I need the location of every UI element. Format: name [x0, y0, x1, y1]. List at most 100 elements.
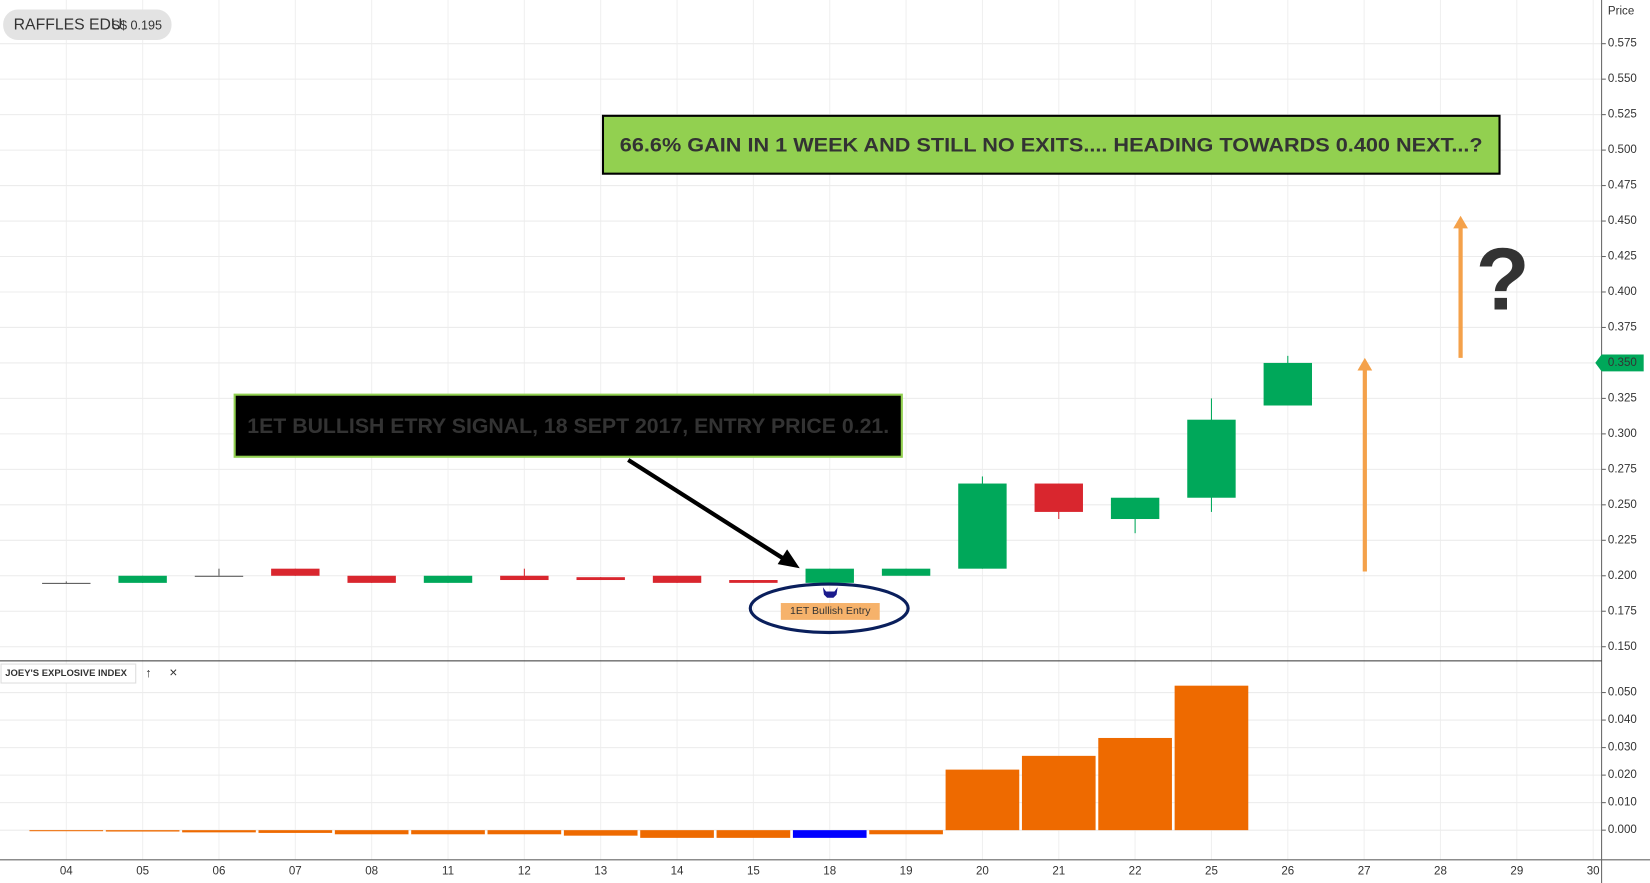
x-tick-label: 08 — [365, 865, 378, 877]
x-tick-label: 25 — [1205, 865, 1218, 877]
candle-body — [271, 568, 320, 576]
y-tick-label: 0.150 — [1608, 641, 1637, 653]
annotation: 1ET BULLISH ETRY SIGNAL, 18 SEPT 2017, E… — [247, 415, 889, 438]
bar — [29, 830, 104, 832]
y-tick-label: 0.450 — [1608, 215, 1637, 227]
y-tick-label: 0.500 — [1608, 144, 1637, 156]
indicator-title-box — [0, 663, 137, 684]
symbol-pill — [3, 9, 172, 41]
candle-body — [958, 483, 1007, 569]
candle-body — [1263, 362, 1313, 406]
bar — [640, 830, 714, 838]
bar — [487, 830, 562, 835]
x-tick-label: 11 — [442, 865, 454, 877]
x-tick-label: 18 — [823, 865, 836, 877]
symbol-price: S$ 0.195 — [112, 19, 162, 33]
x-tick-label: 15 — [747, 865, 760, 877]
y-tick-label: 0.425 — [1608, 251, 1637, 263]
bull-icon — [822, 587, 838, 598]
bar — [1174, 685, 1249, 831]
entry-label: 1ET Bullish Entry — [790, 605, 871, 617]
x-tick-label: 12 — [518, 865, 531, 877]
bar — [334, 830, 409, 835]
marks — [29, 355, 1313, 838]
y-tick-label: 0.575 — [1608, 38, 1637, 50]
bar — [792, 830, 867, 838]
candle-body — [347, 575, 396, 583]
bar — [716, 830, 791, 838]
symbol-title: RAFFLES EDU — [14, 16, 123, 33]
projection-arrowhead — [1453, 215, 1468, 229]
y-tick-label: 0.525 — [1608, 109, 1637, 121]
candle-body — [576, 577, 625, 581]
y-tick-label: 0.030 — [1608, 742, 1637, 754]
x-tick-label: 26 — [1281, 865, 1294, 877]
x-tick-label: 27 — [1358, 865, 1371, 877]
candle-body — [652, 575, 702, 583]
x-tick-label: 21 — [1052, 865, 1065, 877]
y-tick-label: 0.010 — [1608, 797, 1637, 809]
x-tick-label: 20 — [976, 865, 989, 877]
candle-body — [500, 575, 549, 581]
y-tick-label: 0.225 — [1608, 534, 1637, 546]
indicator-title: JOEY'S EXPLOSIVE INDEX — [5, 668, 127, 679]
y-tick-label: 0.200 — [1608, 570, 1637, 582]
bar — [258, 830, 333, 833]
y-tick-label: 0.375 — [1608, 322, 1637, 334]
candle-body — [1187, 419, 1236, 498]
bar — [563, 830, 638, 836]
candle-body — [805, 568, 854, 583]
x-tick-label: 14 — [671, 865, 684, 877]
x-tick-label: 07 — [289, 865, 302, 877]
y-tick-label: 0.475 — [1608, 180, 1637, 192]
y-tick-label: 0.040 — [1608, 714, 1637, 726]
y-tick-label: 0.550 — [1608, 73, 1637, 85]
x-tick-label: 04 — [60, 865, 73, 877]
question-mark: ? — [1476, 230, 1530, 329]
y-axis-label: Price — [1608, 6, 1634, 18]
candle-body — [118, 575, 167, 583]
entry-ellipse — [748, 582, 910, 635]
move-up-icon[interactable]: ↑ — [145, 666, 151, 680]
x-tick-label: 06 — [213, 865, 226, 877]
projection-arrowhead — [1357, 357, 1373, 371]
y-tick-label: 0.000 — [1608, 824, 1637, 836]
bar — [1098, 737, 1172, 831]
candle-body — [42, 582, 91, 584]
y-tick-label: 0.050 — [1608, 687, 1637, 699]
y-tick-label: 0.275 — [1608, 463, 1637, 475]
close-icon[interactable]: × — [169, 665, 177, 680]
entry-label-box — [780, 603, 880, 620]
x-tick-label: 29 — [1510, 865, 1523, 877]
candle-body — [1034, 483, 1083, 512]
y-tick-label: 0.300 — [1608, 428, 1637, 440]
candle-body — [881, 568, 931, 576]
candle-body — [1110, 497, 1160, 520]
x-tick-label: 28 — [1434, 865, 1447, 877]
annotation-box — [233, 393, 903, 458]
bar — [182, 830, 256, 833]
last-price-label: 0.350 — [1608, 357, 1637, 369]
candle-body — [423, 575, 473, 583]
bar — [105, 830, 180, 832]
annotation-arrowhead — [777, 549, 800, 569]
y-tick-label: 0.325 — [1608, 392, 1637, 404]
y-tick-label: 0.400 — [1608, 286, 1637, 298]
x-tick-label: 22 — [1129, 865, 1142, 877]
bar — [945, 769, 1020, 831]
x-tick-label: 05 — [136, 865, 149, 877]
annotation-arrow — [627, 458, 789, 563]
y-tick-label: 0.175 — [1608, 605, 1637, 617]
y-tick-label: 0.250 — [1608, 499, 1637, 511]
candle-body — [194, 575, 244, 577]
bar — [1021, 755, 1096, 831]
x-tick-label: 30 — [1587, 865, 1600, 877]
candle-body — [729, 580, 778, 583]
x-tick-label: 13 — [594, 865, 607, 877]
x-tick-label: 19 — [900, 865, 913, 877]
annotation-box — [601, 114, 1501, 175]
y-tick-label: 0.020 — [1608, 769, 1637, 781]
bar — [411, 830, 485, 835]
last-price-tag — [1595, 354, 1644, 372]
